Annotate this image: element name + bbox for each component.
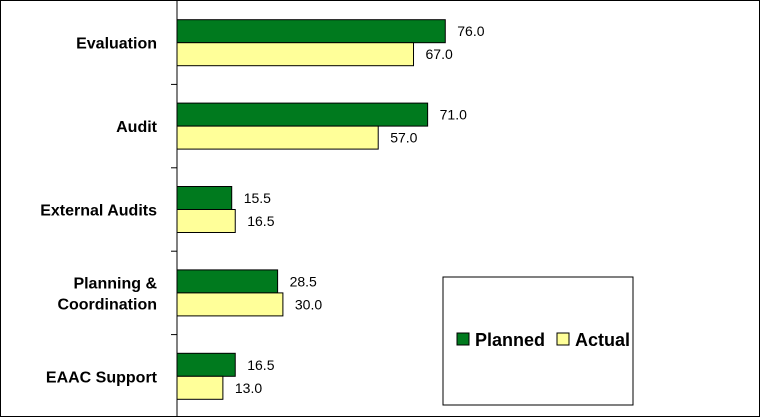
data-label-planned: 71.0	[440, 107, 467, 123]
data-label-actual: 16.5	[247, 213, 274, 229]
category-label: Planning &	[73, 275, 157, 292]
legend-label-actual: Actual	[575, 330, 630, 350]
bar-planned	[176, 102, 429, 127]
bar-actual	[176, 42, 415, 67]
bar-planned	[176, 352, 236, 377]
legend-swatch-actual	[556, 332, 570, 346]
category-label: External Audits	[40, 203, 157, 220]
bar-planned	[176, 269, 279, 294]
data-label-actual: 57.0	[390, 130, 417, 146]
bar-actual	[176, 125, 379, 150]
legend-box	[442, 276, 634, 406]
bar-actual	[176, 375, 224, 400]
bar-planned	[176, 19, 446, 44]
legend-label-planned: Planned	[475, 330, 545, 350]
category-label: Evaluation	[76, 36, 157, 53]
data-label-actual: 30.0	[295, 296, 322, 312]
data-label-planned: 28.5	[290, 273, 317, 289]
data-label-actual: 13.0	[235, 380, 262, 396]
category-label: Audit	[116, 119, 158, 136]
data-label-actual: 67.0	[426, 46, 453, 62]
bar-actual	[176, 209, 236, 233]
category-label: Coordination	[57, 296, 157, 313]
data-label-planned: 15.5	[244, 190, 271, 206]
bar-actual	[176, 292, 284, 317]
legend-swatch-planned	[456, 332, 470, 346]
bar-planned	[176, 186, 233, 210]
data-label-planned: 16.5	[247, 357, 274, 373]
category-label: EAAC Support	[46, 369, 158, 386]
data-label-planned: 76.0	[457, 23, 484, 39]
